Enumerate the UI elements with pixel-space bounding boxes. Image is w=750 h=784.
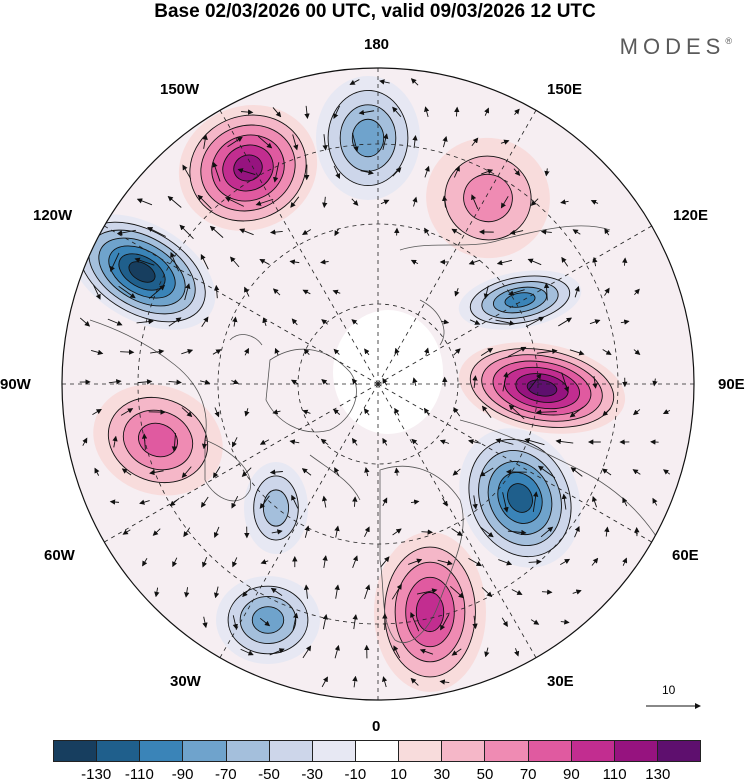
wind-vector bbox=[120, 352, 133, 353]
colorbar-swatch bbox=[355, 741, 398, 761]
anomaly-contour bbox=[263, 490, 288, 526]
colorbar-tick-label: -130 bbox=[81, 766, 111, 783]
anomaly-contour bbox=[252, 607, 283, 634]
lon-label-120e: 120E bbox=[673, 208, 708, 224]
colorbar-swatch bbox=[614, 741, 657, 761]
lon-label-0: 0 bbox=[372, 719, 380, 735]
colorbar-tick-label: 110 bbox=[603, 766, 627, 783]
colorbar-swatch bbox=[54, 741, 96, 761]
colorbar-tick-label: -90 bbox=[172, 766, 194, 783]
colorbar-tick-label: 30 bbox=[433, 766, 450, 783]
colorbar-swatch bbox=[398, 741, 441, 761]
lon-label-90e: 90E bbox=[718, 377, 745, 393]
lon-label-30w: 30W bbox=[170, 674, 201, 690]
anomaly-contour bbox=[416, 592, 443, 631]
colorbar-swatch bbox=[182, 741, 225, 761]
colorbar-swatch bbox=[226, 741, 269, 761]
colorbar-swatch bbox=[139, 741, 182, 761]
anomaly-contour bbox=[352, 119, 383, 156]
colorbar-swatch bbox=[269, 741, 312, 761]
colorbar-swatch bbox=[528, 741, 571, 761]
lon-label-120w: 120W bbox=[33, 208, 72, 224]
colorbar-tick-label: 90 bbox=[563, 766, 580, 783]
colorbar-swatch bbox=[571, 741, 614, 761]
colorbar-swatch bbox=[96, 741, 139, 761]
colorbar-tick-label: -10 bbox=[345, 766, 367, 783]
colorbar-tick-label: -50 bbox=[258, 766, 280, 783]
wind-vector bbox=[542, 592, 552, 593]
lon-label-60w: 60W bbox=[44, 548, 75, 564]
colorbar-tick-label: 130 bbox=[645, 766, 670, 783]
colorbar-ticks: -130 -110 -90 -70 -50 -30 -10 10 30 50 70 90 110 130 bbox=[53, 766, 701, 784]
colorbar-swatch bbox=[312, 741, 355, 761]
lon-label-90w: 90W bbox=[0, 377, 31, 393]
colorbar bbox=[53, 740, 701, 762]
colorbar-tick-label: 10 bbox=[390, 766, 407, 783]
lon-label-60e: 60E bbox=[672, 548, 699, 564]
colorbar-swatch bbox=[484, 741, 527, 761]
lon-label-150e: 150E bbox=[547, 82, 582, 98]
colorbar-swatch bbox=[441, 741, 484, 761]
colorbar-tick-label: 70 bbox=[520, 766, 537, 783]
lon-label-150w: 150W bbox=[160, 82, 199, 98]
colorbar-swatch bbox=[657, 741, 700, 761]
colorbar-tick-label: -110 bbox=[125, 766, 154, 783]
lon-label-180: 180 bbox=[364, 37, 389, 53]
colorbar-tick-label: 50 bbox=[477, 766, 494, 783]
colorbar-tick-label: -70 bbox=[215, 766, 237, 783]
colorbar-tick-label: -30 bbox=[301, 766, 323, 783]
vector-reference-label: 10 bbox=[662, 683, 675, 697]
lon-label-30e: 30E bbox=[547, 674, 574, 690]
